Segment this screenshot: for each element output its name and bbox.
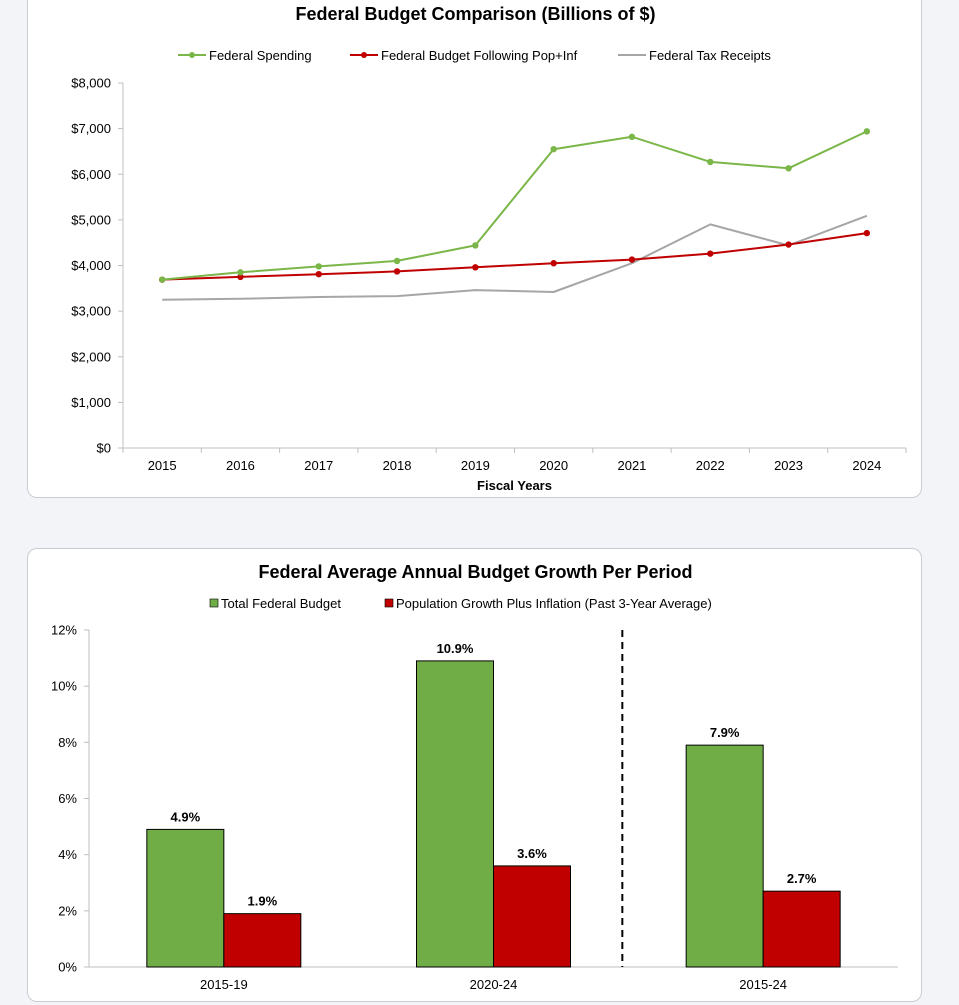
data-label: 10.9% bbox=[437, 641, 474, 656]
bar-population-growth-plus-inflation-past-3-year-average-2020-24 bbox=[493, 865, 571, 968]
chart-title: Federal Budget Comparison (Billions of $… bbox=[295, 4, 655, 24]
x-tick-label: 2015 bbox=[148, 458, 177, 473]
legend-swatch bbox=[384, 598, 394, 608]
data-label: 1.9% bbox=[248, 894, 278, 909]
chart-title: Federal Average Annual Budget Growth Per… bbox=[258, 562, 692, 582]
data-label: 7.9% bbox=[710, 725, 740, 740]
y-tick-label: $5,000 bbox=[71, 212, 111, 227]
y-tick-label: $3,000 bbox=[71, 304, 111, 319]
legend-label: Federal Budget Following Pop+Inf bbox=[381, 48, 578, 63]
y-tick-label: $7,000 bbox=[71, 121, 111, 136]
x-tick-label: 2017 bbox=[304, 458, 333, 473]
x-tick-label: 2015-24 bbox=[739, 977, 787, 992]
x-tick-label: 2023 bbox=[774, 458, 803, 473]
x-tick-label: 2020-24 bbox=[470, 977, 518, 992]
legend-label: Federal Spending bbox=[209, 48, 312, 63]
legend-item-population-growth-plus-inflation-past-3-year-average: Population Growth Plus Inflation (Past 3… bbox=[384, 596, 712, 611]
data-point-federal-spending-2022 bbox=[707, 158, 714, 166]
bar-total-federal-budget-2015-19 bbox=[146, 828, 225, 968]
x-axis-title: Fiscal Years bbox=[477, 478, 552, 493]
bar-total-federal-budget-2015-24 bbox=[685, 744, 764, 968]
y-tick-label: 2% bbox=[58, 903, 77, 918]
x-tick-label: 2016 bbox=[226, 458, 255, 473]
legend-label: Population Growth Plus Inflation (Past 3… bbox=[396, 596, 712, 611]
data-point-federal-spending-2018 bbox=[393, 257, 401, 265]
data-point-federal-spending-2017 bbox=[315, 263, 322, 270]
line-chart-card: Federal Budget Comparison (Billions of $… bbox=[27, 0, 922, 498]
data-point-federal-budget-following-pop-inf-2023 bbox=[785, 241, 792, 248]
data-point-federal-spending-2019 bbox=[472, 242, 479, 249]
data-point-federal-spending-2023 bbox=[785, 165, 792, 172]
legend-item-federal-budget-following-pop-inf: Federal Budget Following Pop+Inf bbox=[350, 48, 578, 63]
series-line-federal-spending bbox=[162, 130, 868, 281]
y-tick-label: $4,000 bbox=[71, 258, 111, 273]
data-point-federal-spending-2024 bbox=[863, 128, 871, 135]
series-line-federal-tax-receipts bbox=[162, 214, 868, 301]
x-tick-label: 2024 bbox=[852, 458, 881, 473]
x-tick-label: 2021 bbox=[617, 458, 646, 473]
legend-item-federal-spending: Federal Spending bbox=[178, 48, 312, 63]
data-point-federal-spending-2021 bbox=[628, 133, 636, 141]
bar-total-federal-budget-2020-24 bbox=[416, 660, 494, 968]
y-tick-label: $2,000 bbox=[71, 349, 111, 364]
y-tick-label: 4% bbox=[58, 847, 77, 862]
legend-marker bbox=[361, 52, 367, 58]
data-label: 2.7% bbox=[787, 871, 817, 886]
legend-item-total-federal-budget: Total Federal Budget bbox=[209, 596, 341, 611]
data-point-federal-budget-following-pop-inf-2016 bbox=[237, 273, 244, 281]
y-tick-label: $8,000 bbox=[71, 76, 111, 91]
data-point-federal-budget-following-pop-inf-2018 bbox=[393, 268, 401, 275]
bar-chart-card: Federal Average Annual Budget Growth Per… bbox=[27, 548, 922, 1002]
y-tick-label: 12% bbox=[51, 623, 77, 638]
legend-swatch bbox=[209, 598, 219, 608]
y-tick-label: $1,000 bbox=[71, 395, 111, 410]
data-point-federal-budget-following-pop-inf-2021 bbox=[628, 256, 636, 263]
data-label: 4.9% bbox=[171, 809, 201, 824]
data-point-federal-spending-2016 bbox=[237, 269, 244, 276]
data-point-federal-spending-2020 bbox=[550, 145, 557, 153]
x-tick-label: 2020 bbox=[539, 458, 568, 473]
data-point-federal-spending-2015 bbox=[158, 276, 166, 283]
y-tick-label: 6% bbox=[58, 791, 77, 806]
x-tick-label: 2019 bbox=[461, 458, 490, 473]
data-point-federal-budget-following-pop-inf-2020 bbox=[550, 260, 557, 267]
y-tick-label: 8% bbox=[58, 735, 77, 750]
line-chart: Federal Budget Comparison (Billions of $… bbox=[71, 4, 907, 493]
x-tick-label: 2015-19 bbox=[200, 977, 248, 992]
legend-label: Total Federal Budget bbox=[221, 596, 341, 611]
legend-marker bbox=[189, 52, 195, 58]
data-point-federal-budget-following-pop-inf-2024 bbox=[863, 229, 871, 237]
bar-chart: Federal Average Annual Budget Growth Per… bbox=[51, 562, 898, 992]
legend-label: Federal Tax Receipts bbox=[649, 48, 771, 63]
data-label: 3.6% bbox=[517, 846, 547, 861]
bar-population-growth-plus-inflation-past-3-year-average-2015-24 bbox=[762, 890, 841, 968]
data-point-federal-budget-following-pop-inf-2017 bbox=[315, 270, 322, 278]
x-tick-label: 2018 bbox=[383, 458, 412, 473]
y-tick-label: $6,000 bbox=[71, 167, 111, 182]
y-tick-label: $0 bbox=[97, 441, 111, 456]
x-tick-label: 2022 bbox=[696, 458, 725, 473]
series-line-federal-budget-following-pop-inf bbox=[162, 232, 868, 281]
data-point-federal-budget-following-pop-inf-2022 bbox=[707, 250, 714, 257]
legend-item-federal-tax-receipts: Federal Tax Receipts bbox=[618, 48, 771, 63]
y-tick-label: 0% bbox=[58, 960, 77, 975]
data-point-federal-budget-following-pop-inf-2019 bbox=[472, 264, 479, 271]
bar-population-growth-plus-inflation-past-3-year-average-2015-19 bbox=[223, 913, 302, 968]
y-tick-label: 10% bbox=[51, 679, 77, 694]
